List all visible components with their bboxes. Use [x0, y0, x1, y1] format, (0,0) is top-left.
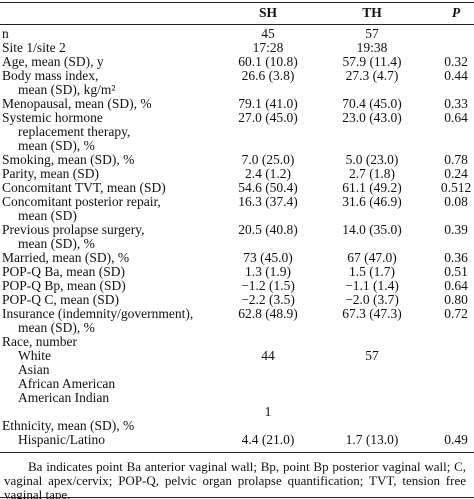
cell-value: 19:38: [356, 40, 388, 55]
cell-value: 62.8 (48.9): [238, 306, 298, 321]
row-label: Married, mean (SD), %: [2, 250, 130, 265]
top-rule: [0, 2, 474, 3]
cell-value: −2.0 (3.7): [345, 292, 399, 307]
cell-value: 57: [365, 348, 379, 363]
cell-value: 1.3 (1.9): [244, 264, 292, 279]
header-rule: [0, 24, 474, 25]
cell-value: 4.4 (21.0): [241, 432, 295, 447]
cell-value: 1.5 (1.7): [348, 264, 396, 279]
cell-value: 0.64: [444, 278, 468, 293]
cell-value: 27.3 (4.7): [345, 68, 399, 83]
cell-value: 1: [264, 404, 272, 419]
row-label: mean (SD): [18, 208, 77, 223]
row-label: Insurance (indemnity/government),: [2, 306, 194, 321]
cell-value: 0.32: [444, 54, 468, 69]
cell-value: 23.0 (43.0): [342, 110, 402, 125]
cell-value: 60.1 (10.8): [238, 54, 298, 69]
row-label: Concomitant posterior repair,: [2, 194, 161, 209]
cell-value: 70.4 (45.0): [342, 96, 402, 111]
row-label: Body mass index,: [2, 68, 99, 83]
cell-value: 0.44: [444, 68, 468, 83]
cell-value: −2.2 (3.5): [241, 292, 295, 307]
cell-value: 0.24: [444, 166, 468, 181]
row-label: Systemic hormone: [2, 110, 103, 125]
cell-value: 67.3 (47.3): [342, 306, 402, 321]
cell-value: 16.3 (37.4): [238, 194, 298, 209]
row-label: mean (SD), %: [18, 236, 95, 251]
row-label: Hispanic/Latino: [18, 432, 105, 447]
cell-value: 14.0 (35.0): [342, 222, 402, 237]
row-label: African American: [18, 376, 116, 391]
cell-value: 54.6 (50.4): [238, 180, 298, 195]
foot-rule: [0, 497, 474, 498]
bottom-rule: [0, 452, 474, 453]
cell-value: 26.6 (3.8): [241, 68, 295, 83]
row-label: mean (SD), kg/m²: [18, 82, 116, 97]
column-header: P: [451, 5, 461, 20]
cell-value: 44: [261, 348, 275, 363]
row-label: n: [2, 26, 9, 41]
row-label: Ethnicity, mean (SD), %: [2, 418, 135, 433]
row-label: mean (SD), %: [18, 320, 95, 335]
cell-value: 0.51: [444, 264, 468, 279]
cell-value: 7.0 (25.0): [241, 152, 295, 167]
row-label: Menopausal, mean (SD), %: [2, 96, 152, 111]
row-label: mean (SD), %: [18, 138, 95, 153]
cell-value: −1.1 (1.4): [345, 278, 399, 293]
cell-value: 0.49: [444, 432, 468, 447]
row-label: replacement therapy,: [18, 124, 131, 139]
column-header: TH: [362, 5, 382, 20]
row-label: Race, number: [2, 334, 77, 349]
cell-value: 57.9 (11.4): [342, 54, 402, 69]
row-label: POP-Q C, mean (SD): [2, 292, 119, 307]
row-label: White: [18, 348, 51, 363]
cell-value: 0.80: [444, 292, 468, 307]
cell-value: 5.0 (23.0): [345, 152, 399, 167]
cell-value: 0.64: [444, 110, 468, 125]
row-label: Parity, mean (SD): [2, 166, 99, 181]
cell-value: −1.2 (1.5): [241, 278, 295, 293]
row-label: Site 1/site 2: [2, 40, 66, 55]
cell-value: 73 (45.0): [243, 250, 293, 265]
cell-value: 45: [261, 26, 275, 41]
column-header: SH: [258, 5, 278, 20]
cell-value: 67 (47.0): [347, 250, 397, 265]
row-label: Asian: [18, 362, 50, 377]
row-label: Smoking, mean (SD), %: [2, 152, 135, 167]
row-label: Age, mean (SD), y: [2, 54, 104, 69]
row-label: Previous prolapse surgery,: [2, 222, 145, 237]
cell-value: 0.512: [440, 180, 472, 195]
row-label: POP-Q Ba, mean (SD): [2, 264, 125, 279]
cell-value: 1.7 (13.0): [345, 432, 399, 447]
cell-value: 0.72: [444, 306, 468, 321]
cell-value: 31.6 (46.9): [342, 194, 402, 209]
cell-value: 0.08: [444, 194, 468, 209]
cell-value: 79.1 (41.0): [238, 96, 298, 111]
cell-value: 2.4 (1.2): [244, 166, 292, 181]
cell-value: 61.1 (49.2): [342, 180, 402, 195]
row-label: American Indian: [18, 390, 110, 405]
cell-value: 0.33: [444, 96, 468, 111]
footnote: Ba indicates point Ba anterior vaginal w…: [4, 459, 466, 499]
row-label: Concomitant TVT, mean (SD): [2, 180, 166, 195]
cell-value: 0.39: [444, 222, 468, 237]
cell-value: 17:28: [252, 40, 284, 55]
cell-value: 57: [365, 26, 379, 41]
cell-value: 20.5 (40.8): [238, 222, 298, 237]
cell-value: 2.7 (1.8): [348, 166, 396, 181]
row-label: POP-Q Bp, mean (SD): [2, 278, 126, 293]
cell-value: 27.0 (45.0): [238, 110, 298, 125]
cell-value: 0.36: [444, 250, 468, 265]
cell-value: 0.78: [444, 152, 468, 167]
